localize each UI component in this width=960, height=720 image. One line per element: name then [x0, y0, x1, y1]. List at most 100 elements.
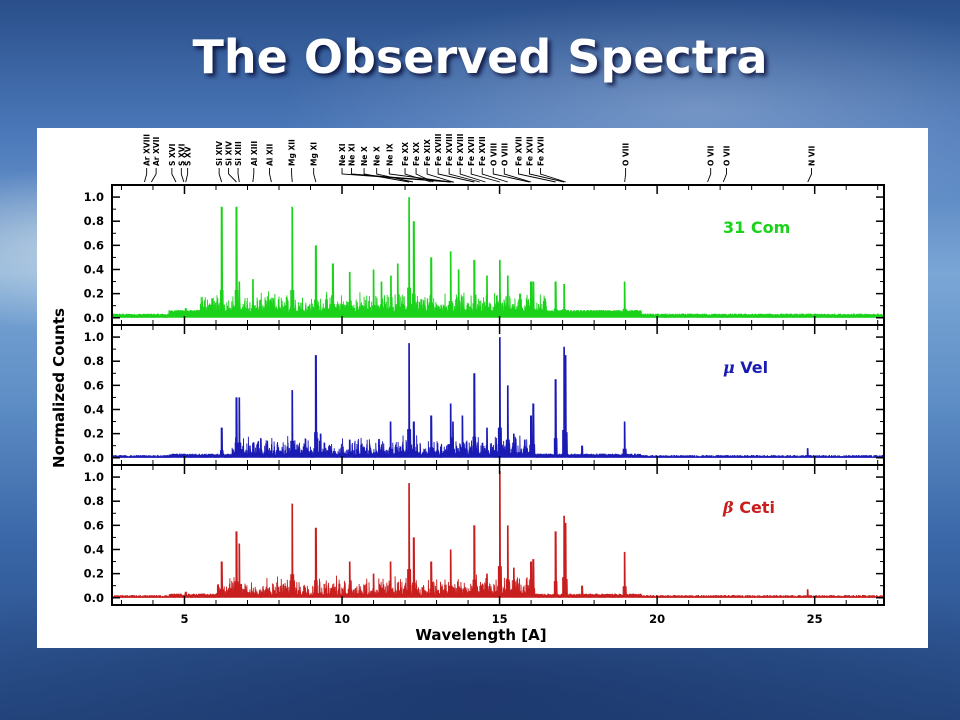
x-axis-title: Wavelength [A]: [415, 626, 546, 644]
line-id-label: Ne XI: [347, 143, 356, 166]
line-id-label: Ne IX: [385, 143, 394, 166]
line-id-marker: [404, 168, 432, 183]
line-id-marker: [624, 168, 627, 183]
y-tick-label: 0.2: [84, 287, 104, 301]
line-id-marker: [540, 168, 566, 183]
line-id-marker: [448, 168, 480, 183]
panel-frame: [111, 464, 885, 606]
line-id-marker: [807, 168, 812, 183]
y-tick-label: 0.0: [84, 591, 104, 605]
line-id-label: Ne X: [360, 146, 369, 166]
y-axis-title: Normalized Counts: [50, 308, 68, 468]
line-id-label: S XVI: [168, 143, 177, 166]
y-tick-label: 0.0: [84, 311, 104, 325]
y-tick-label: 0.8: [84, 354, 104, 368]
line-id-marker: [707, 168, 712, 183]
y-tick-label: 0.6: [84, 518, 104, 532]
line-id-label: O VIII: [489, 143, 498, 166]
panel-ceti: 0.0 0.2 0.4 0.6 0.8 1.0 β Ceti: [84, 464, 885, 606]
line-id-marker: [185, 168, 189, 183]
series-label: 31 Com: [723, 218, 790, 237]
line-id-label: Ar XVIII: [143, 134, 152, 166]
line-id-marker: [171, 168, 177, 183]
panel-31com: 0.0 0.2 0.4 0.6 0.8 1.0 31 Com: [84, 184, 885, 326]
line-id-label: S XV: [184, 146, 193, 166]
x-tick-label: 15: [492, 612, 508, 626]
y-tick-label: 1.0: [84, 330, 104, 344]
line-id-marker: [363, 168, 410, 183]
series-label: β Ceti: [722, 498, 775, 517]
y-tick-label: 0.0: [84, 451, 104, 465]
y-tick-label: 0.2: [84, 427, 104, 441]
line-id-marker: [151, 168, 157, 183]
line-id-marker: [218, 168, 223, 183]
y-tick-label: 0.4: [84, 262, 104, 276]
line-id-label: Fe XX: [401, 142, 410, 166]
series-label-text: Vel: [740, 358, 768, 377]
line-id-label: Ne X: [373, 146, 382, 166]
line-id-label: Fe XX: [412, 142, 421, 166]
x-tick-label: 25: [807, 612, 823, 626]
line-id-marker: [437, 168, 475, 183]
line-id-label: S XVI: [177, 143, 186, 166]
line-id-label: Ar XVII: [152, 137, 161, 166]
line-id-marker: [492, 168, 530, 183]
line-id-marker: [228, 168, 237, 183]
line-id-marker: [481, 168, 508, 183]
panel-vel: 0.0 0.2 0.4 0.6 0.8 1.0 μ Vel: [84, 324, 885, 466]
series-label-symbol: β: [722, 498, 739, 517]
line-id-label: Fe XVII: [537, 136, 546, 166]
line-id-marker: [503, 168, 532, 183]
line-id-marker: [351, 168, 454, 183]
line-id-label: N VII: [808, 146, 817, 166]
series-label-text: 31 Com: [723, 218, 790, 237]
x-tick-label: 5: [180, 612, 188, 626]
axes: 5 10 15 20 25: [180, 612, 822, 626]
line-id-label: O VII: [707, 145, 716, 166]
y-tick-label: 0.6: [84, 238, 104, 252]
line-id-label: Al XII: [266, 143, 275, 166]
line-id-label: Fe XVIII: [456, 133, 465, 166]
line-id-marker: [388, 168, 451, 183]
x-tick-label: 10: [334, 612, 350, 626]
line-id-label: Si XIII: [234, 141, 243, 166]
line-id-label: Fe XIX: [423, 139, 432, 166]
line-id-label: O VIII: [500, 143, 509, 166]
line-id-label: Mg XII: [288, 139, 297, 166]
line-id-label: Si XIV: [225, 141, 234, 166]
y-tick-label: 0.8: [84, 214, 104, 228]
line-id-label: Fe XVII: [467, 136, 476, 166]
y-tick-label: 0.8: [84, 494, 104, 508]
line-id-marker: [313, 168, 317, 183]
series-label-text: Ceti: [739, 498, 775, 517]
line-id-label: O VII: [722, 145, 731, 166]
line-id-marker: [459, 168, 486, 183]
line-id-label: Al XIII: [250, 141, 259, 166]
line-id-marker: [518, 168, 556, 183]
line-id-label: Fe XVII: [514, 136, 523, 166]
y-tick-label: 0.6: [84, 378, 104, 392]
slide-title: The Observed Spectra: [192, 30, 768, 84]
line-id-marker: [237, 168, 240, 183]
line-id-label: Ne XI: [338, 143, 347, 166]
line-id-marker: [426, 168, 454, 183]
series-label: μ Vel: [723, 358, 768, 377]
y-tick-label: 0.4: [84, 542, 104, 556]
line-id-marker: [529, 168, 565, 183]
spectrum-series: [112, 337, 884, 458]
line-id-label: Fe XVII: [526, 136, 535, 166]
line-id-label: Fe XVIII: [445, 133, 454, 166]
line-id-marker: [180, 168, 185, 183]
spectrum-series: [112, 471, 884, 598]
line-id-label: Fe XVII: [478, 136, 487, 166]
line-id-marker: [376, 168, 414, 183]
line-id-marker: [722, 168, 727, 183]
line-id-label: Si XIV: [215, 141, 224, 166]
spectrum-series: [112, 197, 884, 318]
y-tick-label: 0.2: [84, 567, 104, 581]
y-tick-label: 1.0: [84, 470, 104, 484]
line-id-label: Mg XI: [310, 142, 319, 166]
x-tick-label: 20: [649, 612, 665, 626]
